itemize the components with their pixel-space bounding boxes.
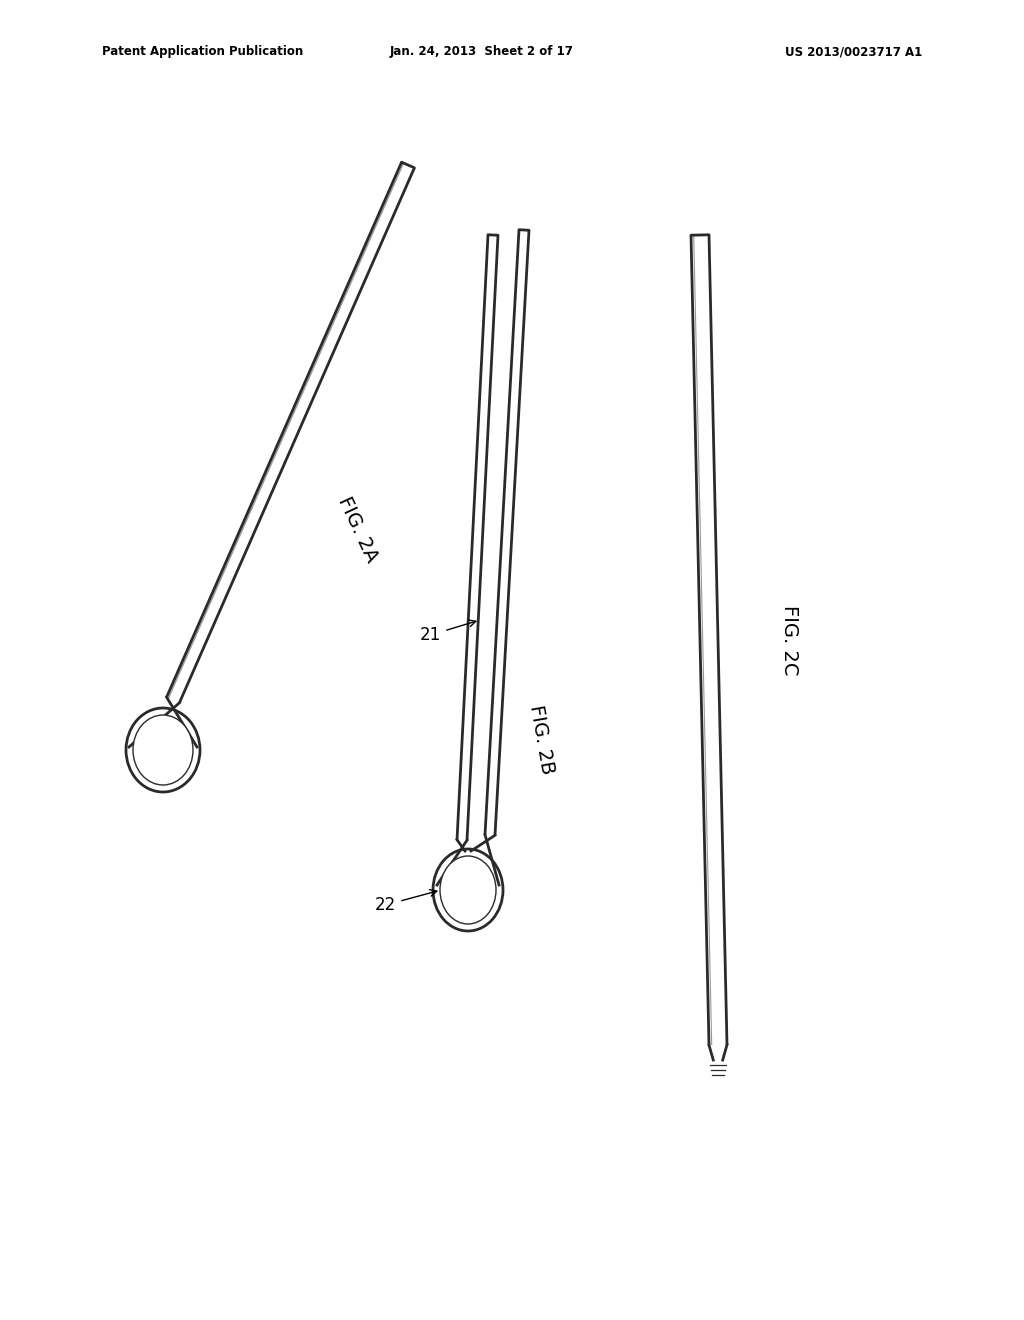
Text: 22: 22	[375, 890, 437, 913]
Ellipse shape	[433, 849, 503, 931]
Text: FIG. 2C: FIG. 2C	[780, 605, 800, 676]
Text: FIG. 2B: FIG. 2B	[526, 704, 557, 776]
Ellipse shape	[133, 715, 193, 785]
Ellipse shape	[126, 708, 200, 792]
Text: US 2013/0023717 A1: US 2013/0023717 A1	[784, 45, 922, 58]
Text: 21: 21	[420, 620, 476, 644]
Text: Jan. 24, 2013  Sheet 2 of 17: Jan. 24, 2013 Sheet 2 of 17	[390, 45, 573, 58]
Text: FIG. 2A: FIG. 2A	[335, 494, 382, 566]
Ellipse shape	[440, 855, 496, 924]
Text: Patent Application Publication: Patent Application Publication	[102, 45, 303, 58]
